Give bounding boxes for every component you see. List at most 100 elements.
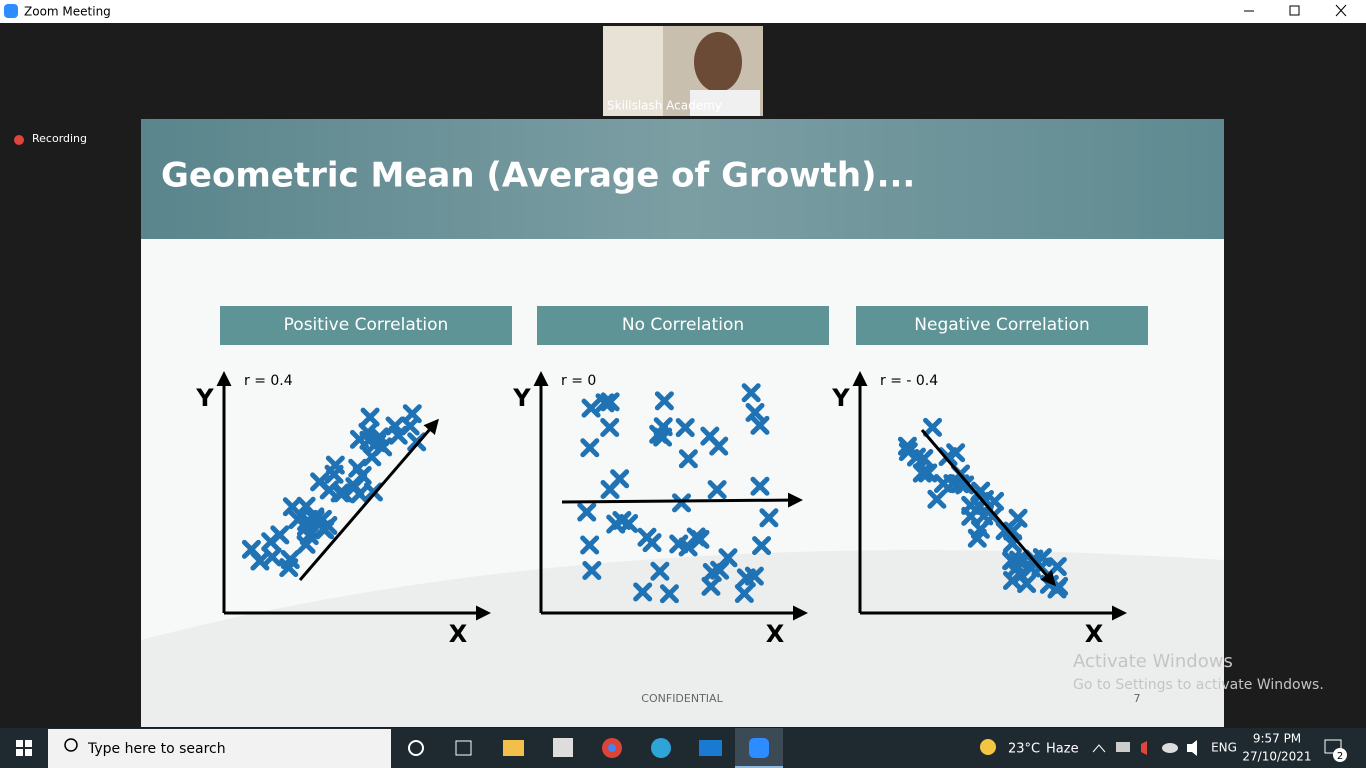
notification-count: 2	[1337, 751, 1343, 762]
participant-shirt	[690, 90, 760, 116]
app-icon	[4, 4, 18, 18]
slide-title: Geometric Mean (Average of Growth)...	[161, 156, 915, 196]
scatter-x-mark	[296, 496, 316, 516]
scatter-x-mark	[710, 560, 730, 580]
scatter-x-mark	[633, 582, 653, 602]
store-icon[interactable]	[553, 738, 573, 757]
scatter-x-mark	[350, 484, 370, 504]
tray-expand[interactable]	[1092, 744, 1106, 753]
slide-footer: CONFIDENTIAL	[641, 692, 723, 705]
search-icon	[64, 738, 78, 752]
scatter-x-mark	[912, 463, 932, 483]
participant-face	[694, 32, 742, 92]
zoom-icon	[749, 738, 769, 758]
weather-icon[interactable]	[980, 739, 996, 755]
notification-badge	[1333, 748, 1347, 762]
task-view-button[interactable]	[455, 740, 472, 756]
scatter-x-mark	[650, 561, 670, 581]
scatter-x-mark	[595, 393, 615, 413]
scatter-x-mark	[582, 560, 602, 580]
video-background	[603, 26, 663, 116]
scatter-x-mark	[669, 534, 689, 554]
x-axis-label: X	[1085, 620, 1104, 648]
language[interactable]: ENG	[1211, 741, 1237, 755]
scatter-x-mark	[678, 449, 698, 469]
search-box[interactable]	[48, 729, 391, 768]
close-button[interactable]	[1335, 4, 1347, 17]
scatter-x-mark	[279, 558, 299, 578]
scatter-x-mark	[686, 527, 706, 547]
activation-title: Activate Windows	[1073, 651, 1233, 672]
y-axis-label: Y	[831, 384, 850, 412]
scatter-x-mark	[918, 463, 938, 483]
explorer-icon[interactable]	[503, 740, 524, 756]
panels: Positive Correlation r = 0.4 Y X No Correlat…	[195, 306, 1148, 648]
cortana-button[interactable]	[408, 740, 424, 756]
scatter-x-mark	[241, 539, 261, 559]
scatter-marks	[577, 383, 779, 604]
scatter-x-mark	[672, 493, 692, 513]
clock-time[interactable]: 9:57 PM	[1253, 732, 1301, 746]
start-button[interactable]	[16, 740, 32, 756]
y-axis-label: Y	[512, 384, 531, 412]
tray-icon[interactable]	[1116, 742, 1130, 752]
scatter-x-mark	[270, 525, 290, 545]
scatter-marks	[241, 404, 427, 578]
scatter-x-mark	[700, 426, 720, 446]
scatter-x-mark	[701, 576, 721, 596]
recording-label[interactable]: Recording	[32, 132, 87, 145]
scatter-x-mark	[580, 535, 600, 555]
correlation-label: r = 0.4	[244, 373, 293, 389]
scatter-x-mark	[333, 483, 353, 503]
scatter-x-mark	[282, 497, 302, 517]
scatter-x-mark	[1002, 571, 1022, 591]
volume-icon[interactable]	[1187, 740, 1197, 756]
mail-icon[interactable]	[699, 740, 722, 756]
title-bar	[0, 0, 1366, 23]
scatter-x-mark	[759, 508, 779, 528]
activation-subtitle: Go to Settings to activate Windows.	[1073, 677, 1324, 693]
scatter-x-mark	[385, 416, 405, 436]
scatter-x-mark	[718, 548, 738, 568]
clock-date[interactable]: 27/10/2021	[1242, 750, 1311, 764]
notification-button[interactable]	[1324, 739, 1342, 754]
scatter-x-mark	[348, 458, 368, 478]
scatter-x-mark	[906, 447, 926, 467]
window-title: Zoom Meeting	[24, 5, 111, 19]
scatter-x-mark	[296, 534, 316, 554]
tray-icon[interactable]	[1141, 741, 1147, 755]
start-icon	[16, 749, 23, 756]
scatter-x-mark	[653, 417, 673, 437]
scatter-x-mark	[752, 536, 772, 556]
trend-arrow	[920, 429, 1056, 587]
correlation-label: r = - 0.4	[880, 373, 938, 389]
panel-title: Positive Correlation	[284, 315, 449, 335]
scatter-x-mark	[734, 583, 754, 603]
scatter-x-mark	[675, 418, 695, 438]
slide-page-number: 7	[1134, 692, 1141, 705]
slide-header	[141, 119, 1224, 239]
start-icon	[16, 740, 23, 747]
scatter-x-mark	[744, 566, 764, 586]
restore-button[interactable]	[1289, 5, 1300, 16]
scatter-x-mark	[923, 417, 943, 437]
scatter-x-mark	[927, 489, 947, 509]
scatter-x-mark	[367, 433, 387, 453]
panel-title: No Correlation	[622, 315, 744, 335]
scatter-x-mark	[1009, 550, 1029, 570]
scatter-x-mark	[577, 502, 597, 522]
onedrive-icon[interactable]	[1162, 743, 1178, 753]
scatter-x-mark	[938, 447, 958, 467]
scatter-x-mark	[297, 512, 317, 532]
edge-icon[interactable]	[651, 738, 671, 758]
scatter-x-mark	[750, 415, 770, 435]
scatter-x-mark	[961, 495, 981, 515]
scatter-x-mark	[745, 402, 765, 422]
panel-title: Negative Correlation	[914, 315, 1089, 335]
scatter-x-mark	[619, 514, 639, 534]
start-icon	[25, 749, 32, 756]
recording-dot	[14, 135, 24, 145]
chrome-icon-center	[608, 744, 616, 752]
scatter-x-mark	[707, 480, 727, 500]
